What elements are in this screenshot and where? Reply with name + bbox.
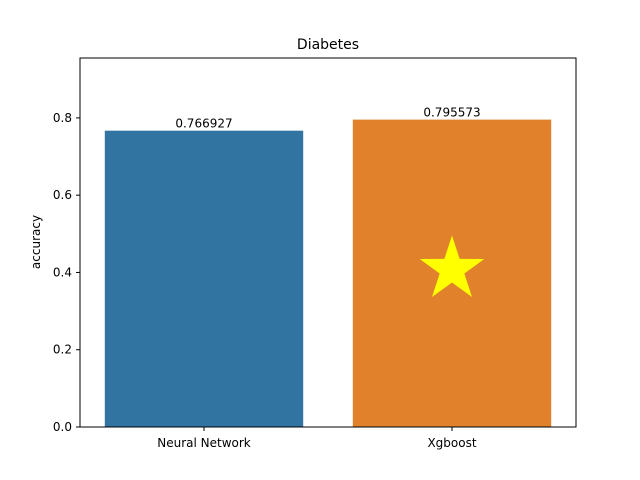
y-tick-label: 0.8	[53, 111, 72, 125]
data-label: 0.766927	[175, 117, 232, 131]
chart-title: Diabetes	[297, 37, 359, 53]
y-tick-label: 0.4	[53, 265, 72, 279]
star-icon	[419, 235, 485, 297]
plot-frame	[79, 57, 577, 428]
y-axis-label: accuracy	[29, 215, 43, 269]
y-axis: 0.0 0.2 0.4 0.6 0.8	[53, 111, 80, 434]
y-tick-label: 0.6	[53, 188, 72, 202]
data-label: 0.795573	[423, 106, 480, 120]
bar-neural-network	[104, 130, 304, 427]
x-tick-label: Neural Network	[157, 436, 251, 450]
x-tick-label: Xgboost	[427, 436, 476, 450]
y-tick-label: 0.0	[53, 420, 72, 434]
bars-layer	[104, 119, 552, 427]
y-tick-label: 0.2	[53, 343, 72, 357]
annotations-layer	[419, 235, 485, 297]
data-labels-layer: 0.766927 0.795573	[175, 106, 480, 131]
x-axis: Neural Network Xgboost	[157, 427, 477, 450]
